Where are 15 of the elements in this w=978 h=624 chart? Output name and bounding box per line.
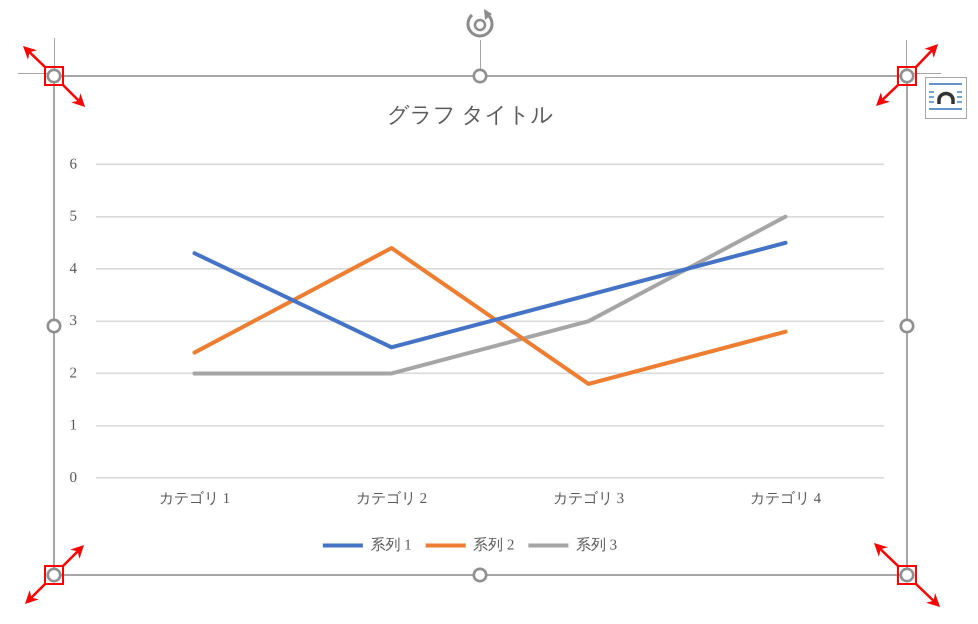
y-tick-label: 3 [70,313,77,330]
chart-title: グラフ タイトル [386,102,554,127]
y-tick-label: 2 [70,365,77,382]
x-tick-label: カテゴリ 2 [356,490,428,507]
legend-label: 系列 3 [576,536,618,554]
x-tick-label: カテゴリ 1 [158,490,230,507]
x-tick-label: カテゴリ 4 [750,490,822,507]
y-tick-label: 1 [70,418,77,434]
y-tick-label: 0 [70,470,77,486]
y-tick-label: 5 [70,208,77,225]
legend-label: 系列 2 [473,536,514,554]
legend-label: 系列 1 [370,536,412,554]
y-tick-label: 4 [70,260,78,277]
y-tick-label: 6 [70,156,78,172]
x-tick-label: カテゴリ 3 [552,490,624,507]
